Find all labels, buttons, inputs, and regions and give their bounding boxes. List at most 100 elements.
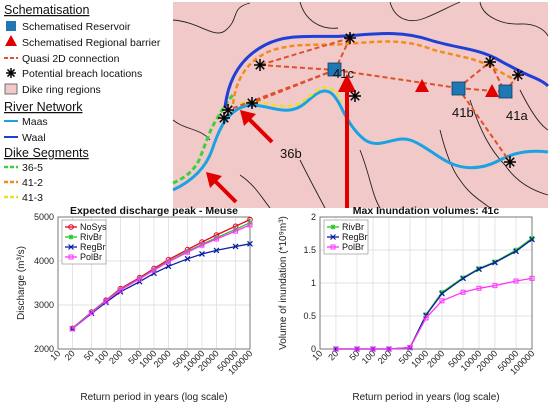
legend-label: NoSys	[80, 222, 107, 232]
plot-frame	[57, 216, 251, 350]
reservoir-markers	[327, 62, 513, 99]
data-point	[247, 222, 253, 228]
legend-dike-41-2-label: 41-2	[22, 177, 43, 189]
river-maas	[172, 89, 549, 192]
y-tick-label: 5000	[34, 212, 54, 222]
breach-marker	[254, 59, 266, 71]
legend-reservoir-symbol	[6, 21, 16, 31]
x-axis-label: Return period in years (log scale)	[352, 392, 499, 403]
legend-dike-ring-label: Dike ring regions	[22, 84, 101, 96]
y-axis-label: Discharge (m³/s)	[16, 246, 27, 320]
legend-barrier-label: Schematised Regional barrier	[22, 37, 161, 49]
barrier-1	[415, 79, 429, 92]
legend-marker	[68, 244, 74, 250]
data-point	[460, 289, 466, 295]
breach-marker	[504, 156, 516, 168]
dike-segment-36-5	[172, 93, 235, 185]
data-point	[151, 267, 157, 273]
data-point	[407, 345, 413, 351]
x-tick-label: 2000	[425, 348, 446, 369]
legend-label: PolBr	[80, 252, 102, 262]
region-label-41b: 41b	[452, 105, 474, 120]
data-point	[370, 346, 376, 352]
data-point	[439, 290, 445, 297]
dike-segment-41-3	[239, 86, 344, 108]
series-line-polbr	[336, 277, 533, 350]
data-point	[165, 259, 171, 265]
legend-marker	[330, 244, 336, 250]
reservoir-41c	[327, 62, 342, 77]
region-label-41a: 41a	[506, 108, 528, 123]
data-point	[247, 240, 253, 247]
data-point	[460, 275, 466, 282]
data-point	[529, 236, 535, 243]
legend-breach-label: Potential breach locations	[22, 68, 142, 80]
legend-dike-36-5-label: 36-5	[22, 162, 43, 174]
data-point	[213, 247, 220, 254]
breach-marker	[512, 69, 524, 81]
legend-river-title: River Network	[4, 100, 83, 114]
data-point	[69, 326, 75, 332]
region-label-41c: 41c	[333, 66, 354, 81]
data-point	[492, 283, 498, 289]
reservoir-41a	[498, 84, 513, 99]
map-panel: 41c 41b 41a 36b	[172, 1, 550, 209]
x-axis-label: Return period in years (log scale)	[80, 392, 227, 403]
legend-marker	[68, 224, 74, 230]
y-tick-label: 1.5	[303, 245, 316, 255]
y-tick-label: 2000	[34, 344, 54, 354]
data-point	[513, 247, 519, 253]
data-point	[137, 276, 143, 282]
chart-discharge: Expected discharge peak - Meuse 2000 3000 4…	[16, 205, 254, 403]
data-point	[529, 275, 535, 281]
data-point	[354, 346, 360, 352]
data-point	[333, 346, 339, 352]
legend-label: RegBr	[80, 242, 106, 252]
legend-label: RivBr	[342, 222, 364, 232]
y-tick-label: 2	[311, 212, 316, 222]
breach-marker	[484, 56, 496, 68]
data-point	[185, 248, 191, 254]
data-point	[386, 346, 392, 352]
barrier-markers	[415, 79, 499, 97]
legend-dike-title: Dike Segments	[4, 146, 89, 160]
legend-quasi2d-label: Quasi 2D connection	[22, 53, 120, 65]
region-label-36b: 36b	[280, 146, 302, 161]
breach-marker	[349, 90, 361, 102]
y-axis-label: Volume of inundation (*10⁹m³)	[278, 216, 289, 350]
legend-marker	[330, 224, 336, 230]
chart-title: Expected discharge peak - Meuse	[70, 205, 238, 217]
data-point	[423, 315, 429, 321]
data-point	[513, 248, 519, 255]
map-background	[173, 2, 548, 208]
data-point	[184, 255, 191, 262]
x-tick-label: 200	[107, 348, 125, 366]
data-point	[199, 242, 205, 248]
red-arrows	[206, 74, 356, 208]
legend-breach-symbol	[6, 68, 16, 78]
data-point	[232, 243, 239, 250]
legend-label: RegBr	[342, 232, 368, 242]
breach-marker	[246, 97, 258, 109]
x-tick-label: 20	[63, 348, 77, 362]
reservoir-41b	[451, 81, 466, 96]
x-tick-label: 1000	[409, 348, 430, 369]
chart-title: Max Inundation volumes: 41c	[353, 205, 500, 217]
data-point	[213, 235, 219, 241]
legend-dike-41-3-label: 41-3	[22, 192, 43, 204]
y-tick-label: 3000	[34, 300, 54, 310]
legend-marker	[330, 234, 336, 240]
legend-schematisation-title: Schematisation	[4, 3, 90, 17]
data-point	[185, 249, 191, 255]
legend-maas-label: Maas	[22, 116, 48, 128]
y-tick-label: 0.5	[303, 311, 316, 321]
y-tick-label: 4000	[34, 256, 54, 266]
dike-ring-boundaries	[172, 1, 549, 209]
legend-marker	[68, 254, 74, 260]
plot-frame	[319, 216, 533, 350]
legend-marker	[68, 234, 74, 240]
data-point	[439, 298, 445, 304]
legend-breach-glyph	[6, 68, 16, 78]
